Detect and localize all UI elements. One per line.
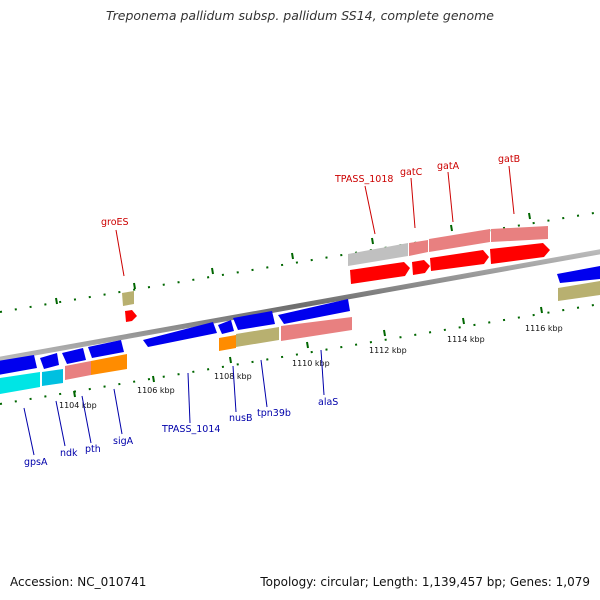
- cds-arrow-far-right: [557, 266, 600, 283]
- tick-label: 1110 kbp: [292, 359, 330, 368]
- gene-feature-ndk: [42, 369, 63, 386]
- gene-feature-alas: [281, 317, 352, 341]
- cds-arrow-tpass1014: [143, 322, 217, 347]
- bottom-label-leaders: [23, 349, 325, 456]
- gene-label-ndk: ndk: [60, 448, 78, 459]
- cds-arrow-gpsa: [40, 353, 59, 369]
- tick-label: 1112 kbp: [369, 346, 407, 355]
- gene-label-tpn39b: tpn39b: [257, 408, 291, 419]
- gene-label-tpass1014: TPASS_1014: [161, 424, 220, 435]
- tick-label: 1106 kbp: [137, 386, 175, 395]
- gene-feature-tpn39b: [236, 327, 279, 347]
- cds-arrow-tpass1018: [350, 262, 410, 284]
- top-label-leaders: [115, 165, 515, 277]
- gene-label-alas: alaS: [318, 397, 338, 408]
- cds-arrow-ndk: [62, 348, 86, 364]
- cds-arrow-groes: [125, 310, 137, 322]
- upper-feature-track: [122, 226, 600, 306]
- upper-cds-track: [125, 243, 550, 322]
- gene-feature-siga: [91, 354, 127, 375]
- lower-cds-track: [0, 266, 600, 375]
- tick-label: 1104 kbp: [59, 401, 97, 410]
- gene-label-gatc: gatC: [400, 167, 423, 178]
- tick-label: 1114 kbp: [447, 335, 485, 344]
- gene-feature-nusb: [219, 335, 236, 351]
- upper-major-ticks: [55, 212, 531, 305]
- genome-summary-text: Topology: circular; Length: 1,139,457 bp…: [260, 575, 590, 589]
- map-title: Treponema pallidum subsp. pallidum SS14,…: [105, 8, 494, 23]
- tick-label: 1116 kbp: [525, 324, 563, 333]
- gene-feature-gpsa: [0, 372, 40, 394]
- gene-feature-far-right: [558, 281, 600, 301]
- cds-arrow-gatb: [490, 243, 550, 264]
- upper-tick-ring: [0, 211, 600, 313]
- gene-feature-tpass1018: [348, 243, 408, 266]
- gene-label-groes: groES: [101, 217, 129, 228]
- cds-arrow-tpn39b: [233, 311, 275, 330]
- gene-label-siga: sigA: [113, 436, 134, 447]
- gene-feature-gatc: [409, 240, 428, 256]
- cds-arrow-nusb: [218, 320, 234, 334]
- gene-feature-groes: [122, 291, 134, 306]
- gene-feature-gatb: [491, 226, 548, 242]
- gene-label-gpsa: gpsA: [24, 457, 48, 468]
- cds-arrow-left-edge: [0, 355, 37, 375]
- lower-major-ticks: [73, 306, 543, 398]
- gene-label-tpass1018: TPASS_1018: [334, 174, 393, 185]
- cds-arrow-pth: [88, 340, 124, 358]
- cds-arrow-gata: [430, 250, 489, 271]
- gene-label-gata: gatA: [437, 161, 460, 172]
- genome-backbone: [0, 249, 600, 362]
- tick-label: 1108 kbp: [214, 372, 252, 381]
- cds-arrow-alas: [278, 299, 350, 324]
- gene-label-nusb: nusB: [229, 413, 253, 424]
- gene-label-pth: pth: [85, 444, 101, 455]
- lower-feature-track: [0, 317, 352, 394]
- gene-label-gatb: gatB: [498, 154, 520, 165]
- gene-feature-gata: [429, 229, 490, 252]
- cds-arrow-gatc: [412, 260, 430, 275]
- gene-feature-pth: [65, 361, 91, 380]
- accession-text: Accession: NC_010741: [10, 575, 147, 589]
